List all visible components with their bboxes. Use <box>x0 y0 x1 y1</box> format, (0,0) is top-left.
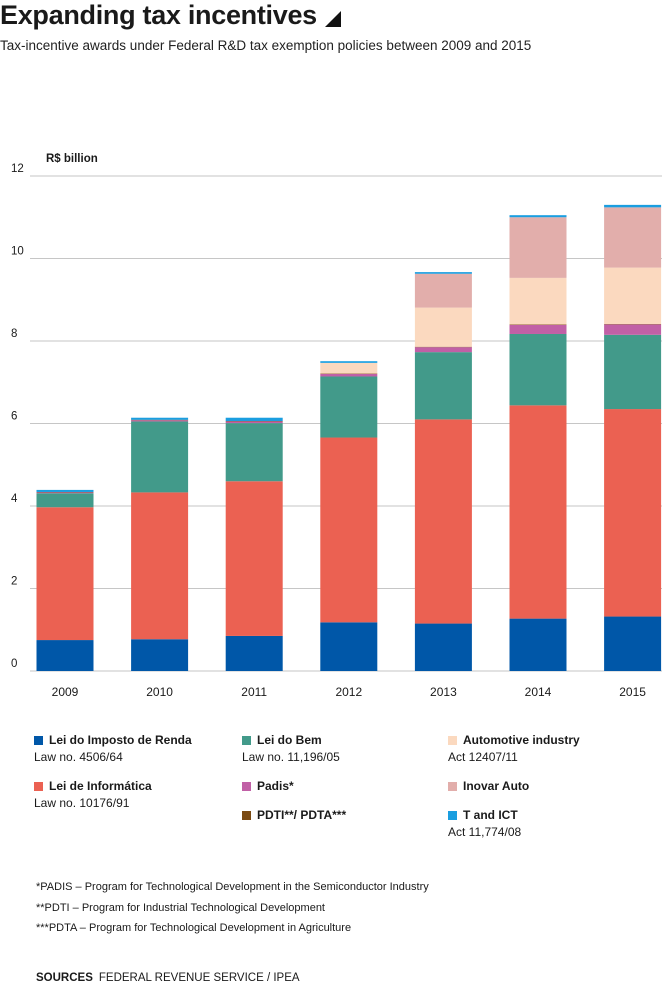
y-tick-label: 8 <box>11 328 17 340</box>
stacked-bar-chart: R$ billion 0 2 4 6 8 10 12 2009 2010 2011 2012 2013… <box>11 153 662 699</box>
legend-swatch <box>242 736 251 745</box>
bar-segment <box>414 419 472 624</box>
bar-segment <box>36 493 94 508</box>
bar-segment <box>604 204 662 208</box>
bar-segment <box>225 417 283 422</box>
sources-label: SOURCES <box>36 972 93 984</box>
bar-segment <box>225 421 283 424</box>
bar-segment <box>320 376 378 438</box>
bar-segment <box>320 362 378 374</box>
legend-label: T and ICT <box>463 808 518 822</box>
bar-segment <box>414 347 472 353</box>
bar-segment <box>320 361 378 363</box>
bar-segment <box>604 324 662 335</box>
legend-label: PDTI**/ PDTA*** <box>257 808 347 822</box>
legend-sublabel: Law no. 10176/91 <box>34 796 130 810</box>
footnote-padis: *PADIS – Program for Technological Devel… <box>36 881 429 893</box>
legend-swatch <box>448 736 457 745</box>
legend-swatch <box>242 782 251 791</box>
bar-segment <box>509 277 567 325</box>
bar-segment <box>604 267 662 325</box>
x-tick-label: 2012 <box>335 685 362 699</box>
legend-swatch <box>448 782 457 791</box>
legend-label: Padis* <box>257 779 294 793</box>
bars <box>36 204 662 671</box>
legend-label: Lei do Bem <box>257 733 322 747</box>
bar-segment <box>225 481 283 636</box>
bar-segment <box>414 307 472 347</box>
chart-subtitle: Tax-incentive awards under Federal R&D t… <box>0 38 532 53</box>
legend-label: Lei do Imposto de Renda <box>49 733 192 747</box>
legend-swatch <box>242 811 251 820</box>
sources: SOURCES FEDERAL REVENUE SERVICE / IPEA <box>36 972 300 984</box>
y-tick-label: 2 <box>11 576 17 588</box>
bar-segment <box>509 217 567 278</box>
y-tick-label: 6 <box>11 411 17 423</box>
x-tick-label: 2013 <box>430 685 457 699</box>
bar-segment <box>131 492 189 640</box>
bar-segment <box>320 374 378 377</box>
bar-segment <box>131 639 189 671</box>
bar-segment <box>414 273 472 308</box>
bar-segment <box>225 635 283 671</box>
bar-segment <box>414 272 472 274</box>
x-tick-label: 2009 <box>52 685 79 699</box>
x-tick-label: 2014 <box>525 685 552 699</box>
bar-segment <box>604 616 662 671</box>
chart-title: Expanding tax incentives <box>0 0 317 30</box>
footnote-pdta: ***PDTA – Program for Technological Deve… <box>36 922 352 934</box>
bar-segment <box>131 417 189 420</box>
legend-swatch <box>448 811 457 820</box>
footnote-pdti: **PDTI – Program for Industrial Technolo… <box>36 901 325 914</box>
bar-segment <box>509 618 567 671</box>
legend-label: Lei de Informática <box>49 779 152 793</box>
y-tick-label: 10 <box>11 246 24 258</box>
legend-sublabel: Act 12407/11 <box>448 750 518 764</box>
bar-segment <box>225 423 283 482</box>
legend-sublabel: Law no. 4506/64 <box>34 750 123 764</box>
bar-segment <box>36 492 94 494</box>
legend-swatch <box>34 736 43 745</box>
bar-segment <box>414 623 472 671</box>
bar-segment <box>509 333 567 406</box>
bar-segment <box>36 507 94 641</box>
x-tick-label: 2010 <box>146 685 173 699</box>
triangle-icon <box>324 10 341 27</box>
bar-segment <box>36 640 94 671</box>
y-tick-label: 12 <box>11 163 24 175</box>
x-tick-label: 2015 <box>619 685 646 699</box>
legend-label: Automotive industry <box>463 733 580 747</box>
y-axis-unit-label: R$ billion <box>46 153 98 165</box>
bar-segment <box>320 622 378 671</box>
axis-labels: 0 2 4 6 8 10 12 2009 2010 2011 2012 2013 2014 2015 <box>11 163 646 699</box>
bar-segment <box>131 420 189 422</box>
y-tick-label: 4 <box>11 493 18 505</box>
bar-segment <box>509 215 567 218</box>
bar-segment <box>36 489 94 492</box>
legend-sublabel: Act 11,774/08 <box>448 825 522 839</box>
bar-segment <box>604 334 662 410</box>
sources-text: FEDERAL REVENUE SERVICE / IPEA <box>98 972 300 984</box>
bar-segment <box>131 421 189 493</box>
y-tick-label: 0 <box>11 658 17 670</box>
footnotes: *PADIS – Program for Technological Devel… <box>36 877 429 939</box>
bar-segment <box>414 352 472 420</box>
x-tick-label: 2011 <box>241 685 267 699</box>
bar-segment <box>604 409 662 617</box>
bar-segment <box>604 207 662 268</box>
legend-sublabel: Law no. 11,196/05 <box>242 750 340 764</box>
bar-segment <box>320 437 378 623</box>
title-row: Expanding tax incentives <box>0 0 341 31</box>
legend-label: Inovar Auto <box>463 779 530 793</box>
bar-segment <box>509 324 567 334</box>
bar-segment <box>509 405 567 619</box>
legend-swatch <box>34 782 43 791</box>
